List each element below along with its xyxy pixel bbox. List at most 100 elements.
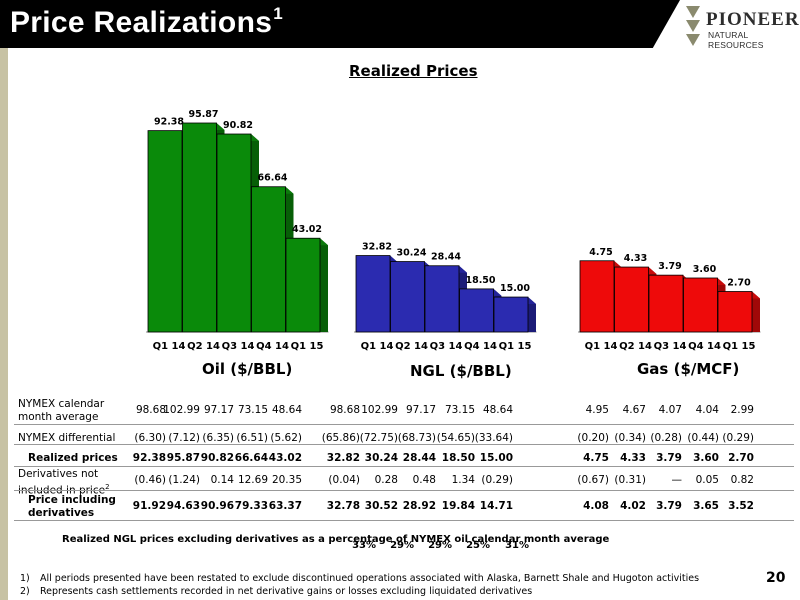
- table-cell-ngl: 97.17: [405, 404, 436, 416]
- ngl-percentage-value: 33%: [352, 540, 376, 551]
- table-cell-gas: 0.05: [695, 474, 719, 486]
- ngl-percentage-label: Realized NGL prices excluding derivative…: [62, 534, 610, 545]
- gas-tick-label: Q1 15: [723, 341, 756, 352]
- table-row: NYMEX calendar month average 98.68 102.99 9…: [14, 398, 794, 424]
- oil-bar-face: [216, 133, 252, 333]
- logo-name: PIONEER: [706, 9, 800, 30]
- page-title: Price Realizations1: [10, 4, 283, 39]
- gas-bar-face: [614, 266, 649, 333]
- table-cell-gas: (0.44): [687, 432, 719, 444]
- table-cell-gas: 4.95: [585, 404, 609, 416]
- footnote-mark: 2: [105, 483, 110, 491]
- footnotes: 1) All periods presented have been restat…: [20, 572, 699, 598]
- gas-tick-label: Q2 14: [619, 341, 652, 352]
- oil-bar-face: [285, 237, 321, 333]
- table-cell-gas: 2.99: [730, 404, 754, 416]
- logo-subtitle: NATURAL RESOURCES: [708, 30, 764, 50]
- oil-tick-label: Q2 14: [187, 341, 220, 352]
- table-row: Price including derivatives 91.92 94.63 90.…: [14, 494, 794, 520]
- table-cell-gas: 4.08: [583, 500, 609, 512]
- table-cell-oil: 97.17: [203, 404, 234, 416]
- table-cell-ngl: 28.44: [402, 452, 436, 464]
- table-cell-gas: 4.07: [658, 404, 682, 416]
- gas-chart-title: Gas ($/MCF): [637, 360, 740, 378]
- table-cell-gas: —: [671, 474, 683, 486]
- title-footnote-mark: 1: [273, 4, 283, 23]
- table-cell-oil: (6.35): [202, 432, 234, 444]
- title-bar: [0, 0, 680, 48]
- gas-value-label: 3.60: [693, 264, 717, 275]
- ngl-tick-label: Q3 14: [430, 341, 463, 352]
- table-cell-ngl: 15.00: [479, 452, 513, 464]
- table-cell-oil: 20.35: [271, 474, 302, 486]
- oil-tick-label: Q4 14: [256, 341, 289, 352]
- table-cell-ngl: 32.78: [326, 500, 360, 512]
- table-cell-ngl: (68.73): [397, 432, 436, 444]
- table-cell-gas: 4.04: [695, 404, 719, 416]
- ngl-value-label: 28.44: [431, 252, 461, 263]
- table-cell-oil: 12.69: [237, 474, 268, 486]
- row-label: Realized prices: [28, 452, 118, 464]
- gas-value-label: 4.75: [589, 247, 612, 258]
- ngl-tick-label: Q1 14: [361, 341, 394, 352]
- gas-bar-side: [752, 291, 760, 332]
- table-cell-ngl: (54.65): [436, 432, 475, 444]
- page-number: 20: [766, 570, 786, 586]
- table-cell-gas: 3.79: [656, 500, 682, 512]
- gas-value-label: 4.33: [624, 253, 647, 264]
- realized-prices-chart: 92.38 Q1 14 95.87 Q2 14 90.82 Q3 14 66.64 Q4 14…: [146, 109, 761, 352]
- table-cell-oil: (0.46): [134, 474, 166, 486]
- ngl-bar-side: [528, 297, 536, 332]
- gas-bar-face: [683, 277, 718, 333]
- table-cell-ngl: 48.64: [482, 404, 513, 416]
- table-cell-ngl: (33.64): [474, 432, 513, 444]
- table-cell-gas: (0.34): [614, 432, 646, 444]
- footnote: 1) All periods presented have been restat…: [20, 573, 700, 584]
- table-cell-ngl: 102.99: [361, 404, 398, 416]
- table-cell-ngl: (0.29): [481, 474, 513, 486]
- ngl-percentage-value: 31%: [505, 540, 529, 551]
- table-cell-gas: 4.75: [583, 452, 609, 464]
- table-cell-ngl: 19.84: [441, 500, 475, 512]
- table-cell-oil: 0.14: [210, 474, 234, 486]
- oil-chart-title: Oil ($/BBL): [202, 360, 293, 378]
- table-row: Realized prices 92.38 95.87 90.82 66.64 43.02…: [14, 446, 794, 466]
- row-label: Price including derivatives: [28, 494, 116, 519]
- table-cell-ngl: 30.24: [364, 452, 398, 464]
- gas-bar-face: [648, 274, 684, 333]
- footnote: 2) Represents cash settlements recorded i…: [20, 586, 533, 597]
- table-cell-oil: 79.33: [234, 500, 268, 512]
- gas-value-label: 2.70: [727, 278, 751, 289]
- table-cell-ngl: 28.92: [402, 500, 436, 512]
- table-cell-oil: (6.51): [236, 432, 268, 444]
- row-label: NYMEX calendar month average: [18, 398, 105, 423]
- table-cell-oil: 66.64: [234, 452, 268, 464]
- gas-bar-face: [579, 260, 615, 333]
- oil-tick-label: Q1 15: [291, 341, 324, 352]
- oil-value-label: 92.38: [154, 117, 184, 128]
- oil-bar-side: [320, 238, 328, 332]
- ngl-percentage-value: 29%: [428, 540, 452, 551]
- table-cell-gas: (0.29): [722, 432, 754, 444]
- table-cell-ngl: (72.75): [359, 432, 398, 444]
- table-cell-gas: 4.33: [620, 452, 646, 464]
- oil-bar-face: [147, 130, 183, 333]
- table-cell-oil: 90.96: [200, 500, 234, 512]
- ngl-tick-label: Q4 14: [464, 341, 497, 352]
- table-cell-oil: 98.68: [135, 404, 166, 416]
- row-label: NYMEX differential: [18, 432, 116, 444]
- sidebar-stripe: [0, 48, 8, 600]
- oil-tick-label: Q3 14: [222, 341, 255, 352]
- ngl-bar-face: [493, 296, 529, 333]
- oil-tick-label: Q1 14: [153, 341, 186, 352]
- ngl-value-label: 32.82: [362, 242, 392, 253]
- gas-value-label: 3.79: [658, 261, 681, 272]
- ngl-value-label: 15.00: [500, 283, 530, 294]
- table-cell-gas: 2.70: [728, 452, 754, 464]
- ngl-bar: [493, 296, 536, 333]
- table-cell-ngl: (65.86): [321, 432, 360, 444]
- table-cell-ngl: 98.68: [329, 404, 360, 416]
- oil-bar-face: [182, 122, 217, 333]
- ngl-bar-face: [459, 288, 494, 333]
- table-cell-oil: (6.30): [134, 432, 166, 444]
